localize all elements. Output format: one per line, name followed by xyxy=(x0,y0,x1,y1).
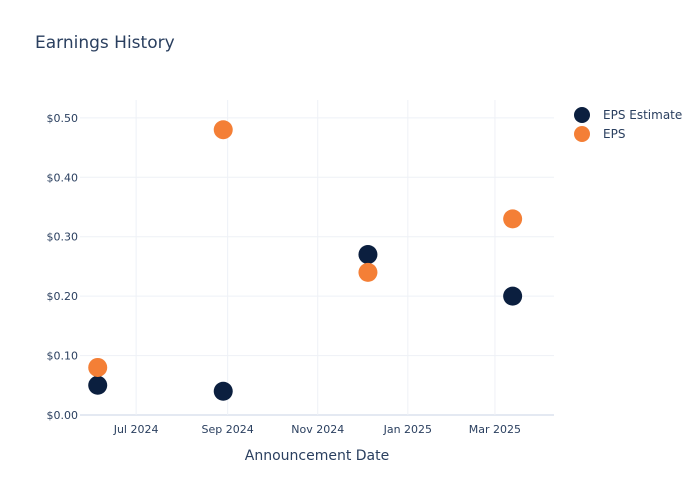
y-tick-label: $0.20 xyxy=(47,290,79,303)
y-tick-label: $0.10 xyxy=(47,350,79,363)
legend-item-eps[interactable]: EPS xyxy=(574,124,682,143)
legend: EPS Estimate EPS xyxy=(574,105,682,143)
y-tick-label: $0.00 xyxy=(47,409,79,422)
x-tick-label: Mar 2025 xyxy=(469,423,521,436)
x-tick-label: Sep 2024 xyxy=(202,423,254,436)
data-points xyxy=(88,120,523,401)
eps-estimate-point[interactable] xyxy=(88,375,108,395)
eps-point[interactable] xyxy=(358,262,378,282)
chart-title: Earnings History xyxy=(35,33,175,53)
eps-point[interactable] xyxy=(213,120,233,140)
eps-estimate-point[interactable] xyxy=(503,286,523,306)
legend-label-eps: EPS xyxy=(603,126,626,141)
gridlines xyxy=(80,100,554,416)
x-tick-label: Jul 2024 xyxy=(113,423,159,436)
x-tick-label: Jan 2025 xyxy=(383,423,432,436)
eps-estimate-point[interactable] xyxy=(213,381,233,401)
eps-point[interactable] xyxy=(503,209,523,229)
legend-swatch-eps-estimate xyxy=(574,106,590,123)
axis-ticks: $0.00 $0.10 $0.20 $0.30 $0.40 $0.50 Jul 2024 Se… xyxy=(47,112,522,436)
x-axis-title: Announcement Date xyxy=(244,448,390,464)
eps-point[interactable] xyxy=(88,357,108,377)
legend-item-eps-estimate[interactable]: EPS Estimate xyxy=(574,105,682,124)
legend-label-eps-estimate: EPS Estimate xyxy=(603,107,683,122)
eps-estimate-point[interactable] xyxy=(358,245,378,265)
y-tick-label: $0.40 xyxy=(47,171,79,184)
x-tick-label: Nov 2024 xyxy=(291,423,344,436)
y-tick-label: $0.50 xyxy=(47,112,79,125)
legend-swatch-eps xyxy=(574,125,590,142)
y-tick-label: $0.30 xyxy=(47,231,79,244)
